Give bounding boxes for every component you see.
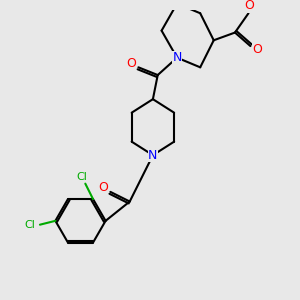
Text: Cl: Cl: [25, 220, 36, 230]
Text: O: O: [244, 0, 254, 12]
Text: O: O: [252, 44, 262, 56]
Text: Cl: Cl: [76, 172, 87, 182]
Text: N: N: [172, 51, 182, 64]
Text: N: N: [148, 149, 158, 162]
Text: O: O: [126, 57, 136, 70]
Text: O: O: [98, 181, 108, 194]
